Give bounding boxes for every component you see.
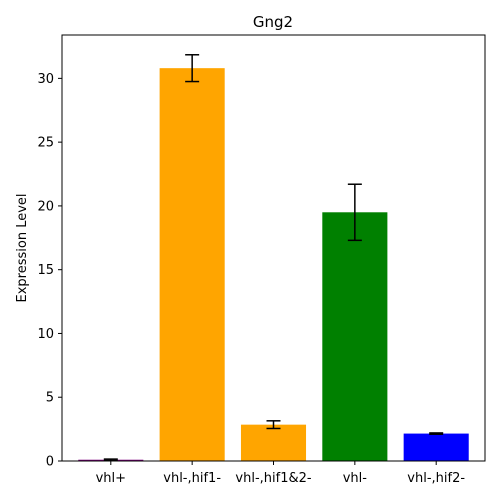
x-tick-label-5: vhl-,hif2- [407,471,465,486]
y-tick-label-1: 0 [46,455,54,470]
chart-title: Gng2 [253,13,293,31]
bar-2 [159,68,225,461]
bar-5 [403,433,469,461]
y-axis: 0 5 10 15 20 25 30 [37,72,62,470]
y-tick-label-6: 25 [37,136,54,151]
y-tick-label-3: 10 [37,327,54,342]
x-axis: vhl+ vhl-,hif1- vhl-,hif1&2- vhl-vhl-,hif2- [96,461,465,486]
bar-4 [322,212,388,461]
bar-3 [240,424,307,461]
y-tick-label-7: 30 [37,72,54,87]
plot-frame [61,34,486,462]
x-tick-label-4: vhl- [343,471,368,486]
y-axis-label: Expression Level [15,193,30,302]
error-bars-layer [103,54,444,462]
x-tick-label-3: vhl-,hif1&2- [235,471,311,486]
bars-layer [78,68,469,461]
y-tick-label-2: 5 [46,391,54,406]
x-tick-label-1: vhl+ [96,471,126,486]
x-tick-label-2: vhl-,hif1- [163,471,221,486]
y-tick-label-4: 15 [37,263,54,278]
y-tick-label-5: 20 [37,199,54,214]
